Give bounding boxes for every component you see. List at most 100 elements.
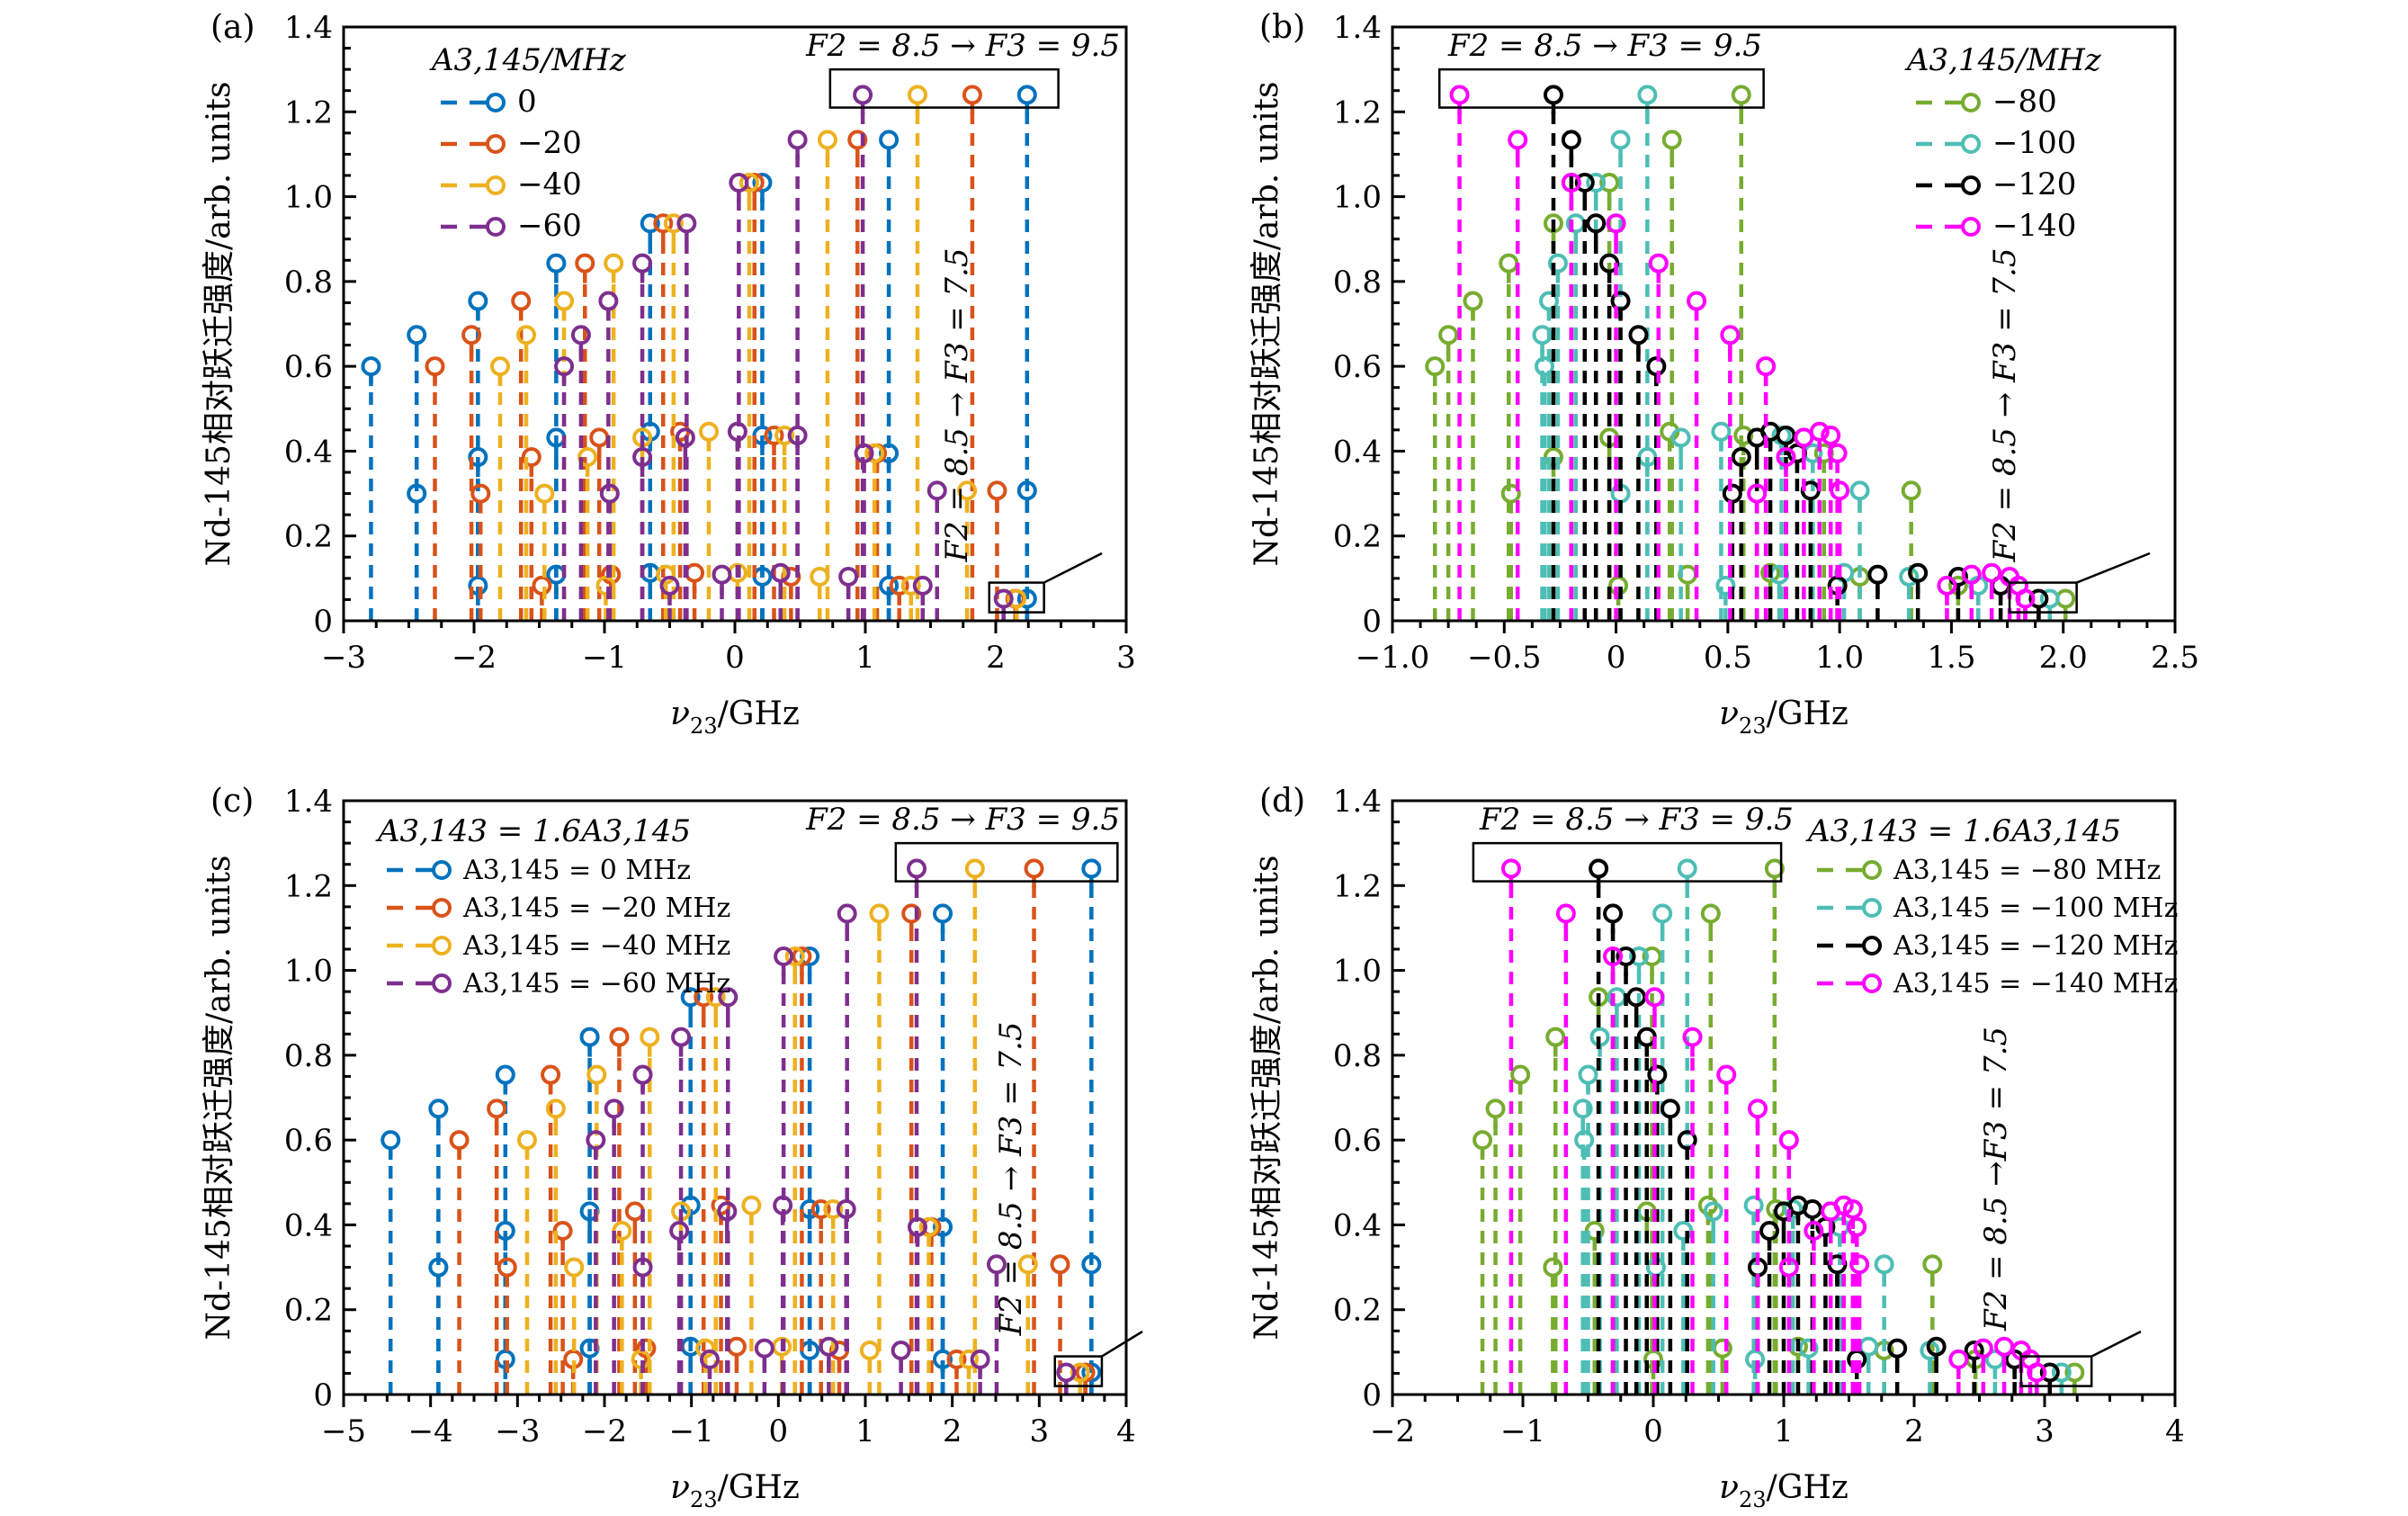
stem-marker xyxy=(1899,566,1920,587)
stem-marker xyxy=(380,1130,401,1151)
x-tick-label: 0.5 xyxy=(1704,640,1752,676)
stem-marker xyxy=(727,421,747,442)
stem-marker xyxy=(1425,356,1446,377)
x-axis-label: ν23/GHz xyxy=(670,1469,800,1512)
y-tick-label: 1.0 xyxy=(284,180,333,216)
stem-marker xyxy=(986,1254,1007,1275)
x-tick-label: 0 xyxy=(769,1413,789,1449)
stem-marker xyxy=(900,575,921,596)
stem-marker xyxy=(1539,291,1559,311)
legend-item: 0 xyxy=(441,84,537,120)
legend-item: −20 xyxy=(441,125,582,161)
stem-marker xyxy=(1629,946,1650,967)
legend-label: −80 xyxy=(1992,84,2057,120)
stem-marker xyxy=(1616,946,1636,967)
stem-marker xyxy=(879,575,900,596)
y-tick-label: 0.2 xyxy=(284,1293,333,1329)
legend: A3,143 = 1.6A3,145 A3,145 = −80 MHz A3,145… xyxy=(1805,813,2178,1000)
legend-marker xyxy=(432,936,452,955)
legend-marker xyxy=(486,134,506,154)
stem-marker xyxy=(2015,588,2036,609)
stems-group xyxy=(361,85,1037,621)
legend-marker xyxy=(432,898,452,918)
x-tick-label: 0 xyxy=(1643,1413,1663,1449)
stem-marker xyxy=(1748,1099,1768,1119)
y-tick-label: 0 xyxy=(1362,1377,1382,1413)
stem-marker xyxy=(1847,1216,1867,1237)
stem-marker xyxy=(1756,356,1777,377)
stem-marker xyxy=(1809,421,1830,442)
stem-marker xyxy=(468,575,488,596)
stem-marker xyxy=(1926,1336,1947,1357)
stem-marker xyxy=(1670,427,1691,448)
panel-tag: (a) xyxy=(210,9,255,46)
stem-marker xyxy=(1715,575,1736,596)
stem-marker xyxy=(1798,1338,1819,1359)
stem-marker xyxy=(741,1195,762,1215)
legend-title: A3,145/MHz xyxy=(1904,42,2102,78)
legend: A3,143 = 1.6A3,145 A3,145 = 0 MHz A3,145 =… xyxy=(375,813,730,1000)
stem-marker xyxy=(1994,1336,2015,1357)
y-tick-label: 0.4 xyxy=(1333,434,1382,470)
x-tick-label: −3 xyxy=(495,1413,540,1449)
stem-marker xyxy=(1561,130,1581,150)
stem-marker xyxy=(516,325,536,345)
stem-marker xyxy=(718,987,739,1008)
stem-marker xyxy=(1642,946,1662,967)
series-0 xyxy=(361,85,1037,621)
y-tick-label: 0.2 xyxy=(1333,1293,1382,1329)
legend-marker xyxy=(486,217,506,237)
x-axis-label: ν23/GHz xyxy=(1719,695,1849,739)
stem-marker xyxy=(604,253,624,274)
stem-marker xyxy=(869,903,890,924)
stem-marker xyxy=(1603,946,1624,967)
y-tick-label: 1.0 xyxy=(1333,180,1382,216)
stem-marker xyxy=(1778,1257,1799,1278)
stem-marker xyxy=(675,427,695,448)
stem-marker xyxy=(1603,903,1624,924)
stems-group xyxy=(1425,85,2076,621)
legend: A3,145/MHz −80 −100 −120 −140 xyxy=(1904,42,2102,244)
y-tick-label: 0.8 xyxy=(284,265,333,301)
stem-marker xyxy=(993,588,1014,609)
y-axis-label: Nd-145相对跃迁强度/arb. units xyxy=(1249,82,1285,567)
stem-marker xyxy=(564,1257,585,1278)
stem-marker xyxy=(1499,253,1519,274)
stem-marker xyxy=(1660,1099,1680,1119)
stem-marker xyxy=(1543,1257,1563,1278)
legend-item: A3,145 = −140 MHz xyxy=(1817,968,2178,1000)
y-tick-label: 0.4 xyxy=(284,1207,333,1243)
legend-item: A3,145 = −120 MHz xyxy=(1817,930,2178,962)
stem-marker xyxy=(1722,483,1742,504)
x-axis-symbol: ν xyxy=(1719,695,1739,732)
stem-marker xyxy=(1561,173,1581,193)
x-tick-label: −5 xyxy=(321,1413,366,1449)
highlight-box-top xyxy=(1437,67,1765,109)
legend-label: A3,145 = −140 MHz xyxy=(1893,968,2178,1000)
stem-marker xyxy=(1849,480,1870,501)
highlight-box-top xyxy=(894,841,1119,883)
y-tick-label: 1.4 xyxy=(284,784,333,820)
stem-marker xyxy=(854,443,874,463)
stem-marker xyxy=(1017,1254,1038,1275)
stem-marker xyxy=(1547,253,1568,274)
stem-marker xyxy=(1733,425,1754,445)
y-tick-label: 1.4 xyxy=(1333,10,1382,46)
stem-marker xyxy=(1586,173,1607,193)
x-axis-subscript: 23 xyxy=(690,713,718,739)
stem-marker xyxy=(705,987,726,1008)
y-tick-label: 0.8 xyxy=(1333,1038,1382,1074)
y-tick-label: 1.2 xyxy=(1333,868,1382,904)
stem-marker xyxy=(1016,85,1037,105)
y-axis-label: Nd-145相对跃迁强度/arb. units xyxy=(201,856,237,1341)
stem-marker xyxy=(1887,1338,1908,1359)
stem-marker xyxy=(1827,443,1848,463)
stem-marker xyxy=(1964,1340,1984,1360)
legend-marker xyxy=(486,93,506,112)
stem-marker xyxy=(901,903,922,924)
stem-marker xyxy=(1628,325,1649,345)
stem-marker xyxy=(497,1257,517,1278)
x-tick-label: −1 xyxy=(669,1413,714,1449)
highlight-box-top xyxy=(1472,841,1783,883)
